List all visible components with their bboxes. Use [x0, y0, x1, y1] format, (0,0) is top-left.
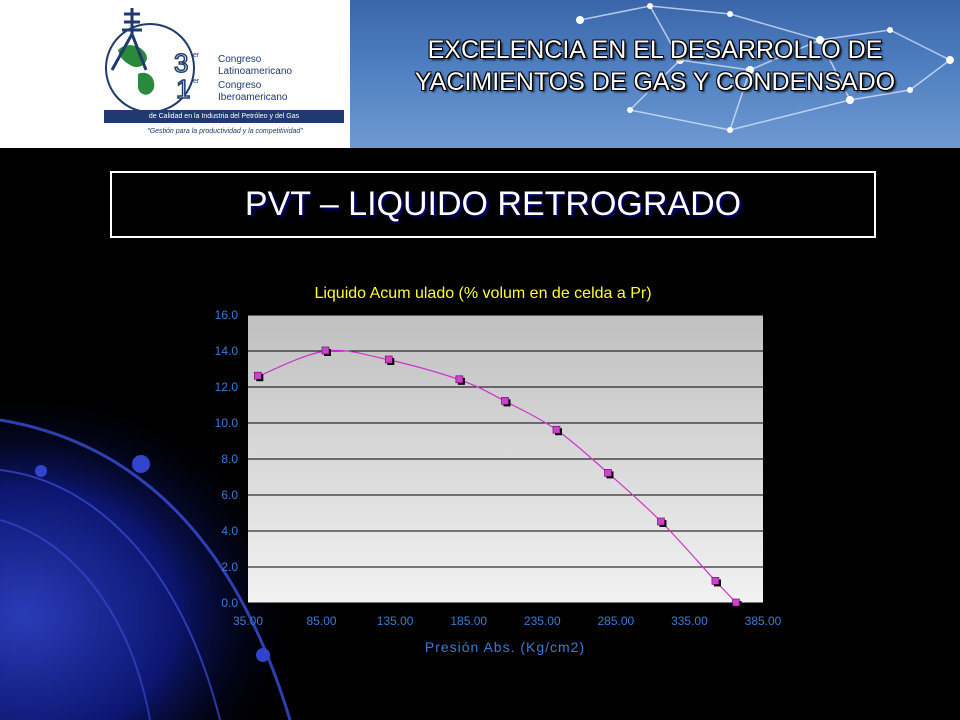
y-tick-label-2: 4.0	[221, 524, 238, 538]
series-curve	[258, 349, 737, 604]
logo-sup-1: er	[193, 78, 200, 85]
logo-panel: 3 er 1 er Congreso Latinoamericano Congr…	[0, 0, 350, 148]
x-tick-labels: 35.00 85.00 135.00 185.00 235.00 285.00 335.00…	[233, 614, 782, 628]
x-tick-label-1: 85.00	[307, 614, 337, 628]
chart-title: Liquido Acum ulado (% volum en de celda …	[314, 285, 651, 302]
logo-text-latino: Congreso Latinoamericano	[218, 54, 292, 78]
x-axis-label: Presión Abs. (Kg/cm2)	[425, 639, 585, 655]
data-point-8	[711, 577, 720, 585]
grid-lines	[248, 314, 763, 604]
y-tick-label-4: 8.0	[221, 452, 238, 466]
congress-logo: 3 er 1 er	[105, 8, 200, 113]
banner-title-line-2: YACIMIENTOS DE GAS Y CONDENSADO	[414, 68, 896, 96]
banner-network-graphic	[576, 3, 954, 133]
logo-bar: de Calidad en la Industria del Petróleo …	[104, 110, 344, 123]
x-tick-label-5: 285.00	[598, 614, 635, 628]
data-point-1	[321, 346, 330, 355]
x-tick-label-0: 35.00	[233, 614, 263, 628]
data-point-7	[657, 517, 665, 526]
data-point-3	[455, 375, 464, 384]
y-tick-label-3: 6.0	[221, 488, 238, 502]
x-tick-label-6: 335.00	[671, 614, 708, 628]
y-tick-label-6: 12.0	[215, 380, 239, 394]
data-point-5	[552, 425, 561, 434]
x-tick-label-3: 185.00	[450, 614, 487, 628]
logo-line-latinoamericano: Latinoamericano	[218, 66, 292, 77]
logo-number-3: 3	[174, 48, 188, 78]
header: 3 er 1 er Congreso Latinoamericano Congr…	[0, 0, 960, 148]
logo-text-ibero: Congreso Iberoamericano	[218, 80, 287, 104]
logo-line-congreso-2: Congreso	[218, 80, 262, 91]
y-tick-labels: 0.0 2.0 4.0 6.0 8.0 10.0 12.0 14.0 16.0	[215, 308, 239, 610]
series-markers	[254, 346, 742, 608]
x-tick-label-4: 235.00	[524, 614, 561, 628]
logo-line-congreso-1: Congreso	[218, 54, 262, 65]
data-point-0	[254, 371, 262, 380]
logo-sup-3: er	[193, 52, 200, 59]
y-tick-label-5: 10.0	[215, 416, 239, 430]
data-point-9	[732, 598, 740, 607]
x-tick-label-7: 385.00	[745, 614, 782, 628]
data-point-4	[501, 397, 509, 405]
data-point-2	[384, 355, 393, 364]
data-point-6	[604, 469, 612, 477]
logo-line-iberoamericano: Iberoamericano	[218, 92, 288, 103]
banner-title: EXCELENCIA EN EL DESARROLLO DE YACIMIENT…	[350, 34, 960, 98]
y-tick-label-0: 0.0	[221, 596, 238, 610]
y-tick-label-1: 2.0	[221, 560, 238, 574]
slide-title-box: PVT – LIQUIDO RETROGRADO	[110, 171, 876, 238]
y-tick-label-8: 16.0	[215, 308, 239, 322]
y-tick-label-7: 14.0	[215, 344, 239, 358]
x-tick-label-2: 135.00	[377, 614, 414, 628]
banner-title-line-1: EXCELENCIA EN EL DESARROLLO DE	[427, 36, 883, 64]
logo-slogan: "Gestión para la productividad y la comp…	[147, 128, 303, 135]
banner: EXCELENCIA EN EL DESARROLLO DE YACIMIENT…	[350, 0, 960, 148]
slide-title: PVT – LIQUIDO RETROGRADO	[244, 185, 742, 223]
logo-number-1: 1	[176, 74, 190, 104]
